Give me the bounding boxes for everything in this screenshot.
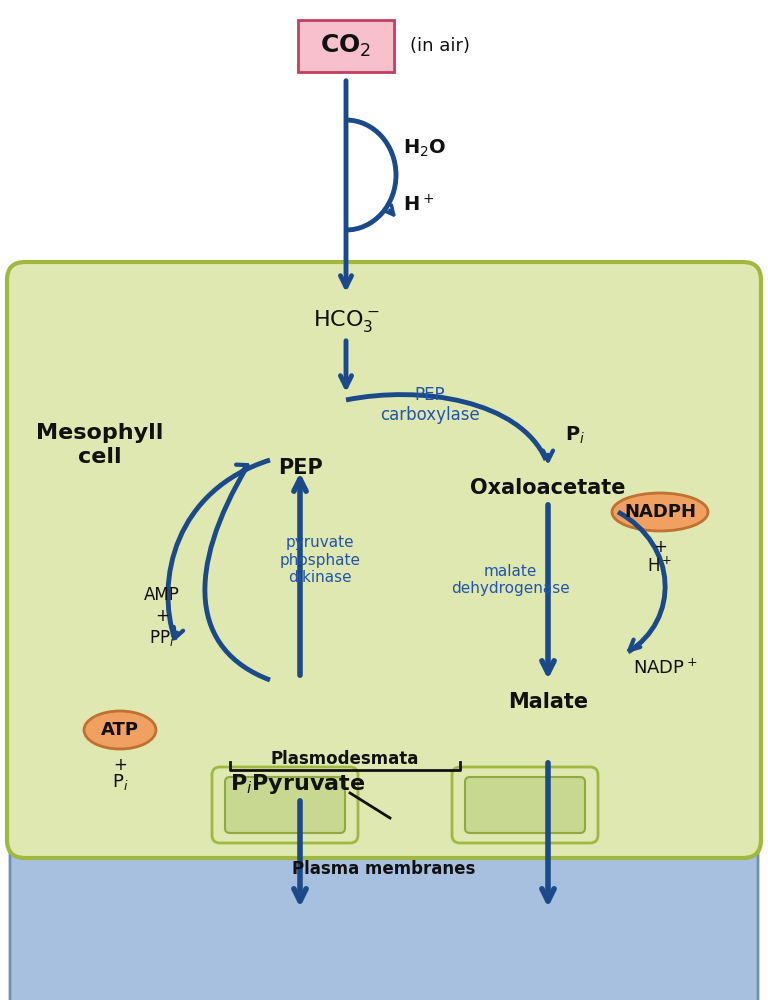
Text: ATP: ATP [101,721,139,739]
Text: H$^+$: H$^+$ [647,556,673,575]
Text: NADPH: NADPH [624,503,696,521]
Bar [298,20,394,72]
Text: CO$_2$: CO$_2$ [320,33,372,59]
Text: Plasmodesmata: Plasmodesmata [271,750,419,768]
Text: Malate: Malate [508,692,588,712]
Text: Plasma membranes: Plasma membranes [293,860,475,878]
Text: malate
dehydrogenase: malate dehydrogenase [451,564,569,596]
Text: H$_2$O: H$_2$O [403,137,446,159]
Text: (in air): (in air) [410,37,470,55]
FancyBboxPatch shape [10,780,758,1000]
Text: +: + [653,538,667,556]
Text: PEP: PEP [277,458,323,478]
FancyBboxPatch shape [225,777,345,833]
Text: +: + [113,756,127,774]
Text: NADP$^+$: NADP$^+$ [633,658,697,677]
Text: Oxaloacetate: Oxaloacetate [470,478,626,498]
Text: PEP
carboxylase: PEP carboxylase [380,386,480,424]
Text: P$_i$Pyruvate: P$_i$Pyruvate [230,772,366,796]
Text: HCO$_3^-$: HCO$_3^-$ [313,308,379,334]
FancyBboxPatch shape [212,767,358,843]
Text: AMP
+
PP$_i$: AMP + PP$_i$ [144,586,180,648]
FancyBboxPatch shape [465,777,585,833]
FancyBboxPatch shape [7,262,761,858]
Ellipse shape [84,711,156,749]
Text: P$_i$: P$_i$ [112,772,128,792]
Text: H$^+$: H$^+$ [403,194,434,216]
FancyBboxPatch shape [452,767,598,843]
Text: Mesophyll
cell: Mesophyll cell [36,423,164,467]
Text: pyruvate
phosphate
dikinase: pyruvate phosphate dikinase [280,535,360,585]
Text: P$_i$: P$_i$ [565,424,585,446]
Ellipse shape [612,493,708,531]
